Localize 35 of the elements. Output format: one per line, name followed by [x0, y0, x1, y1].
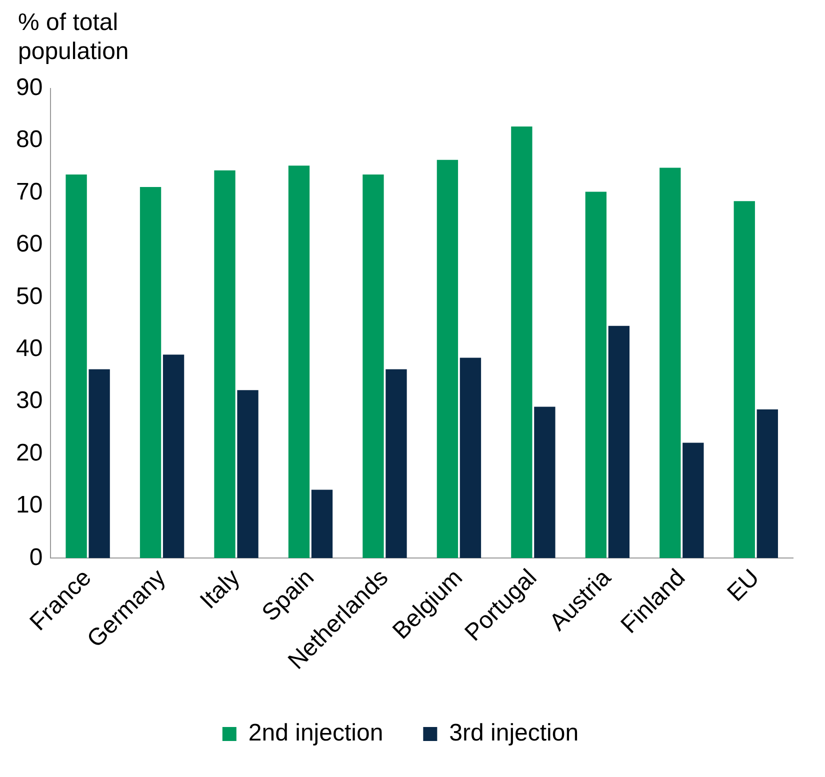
bar [311, 490, 333, 558]
bar [362, 174, 384, 558]
bar [511, 126, 532, 558]
bar [162, 354, 184, 558]
bar [585, 192, 607, 558]
bar [608, 326, 630, 558]
bar [237, 390, 258, 558]
y-axis-title: % of total population [18, 8, 130, 66]
y-tick-label: 40 [16, 334, 43, 362]
legend-label: 2nd injection [248, 720, 384, 747]
bar [734, 201, 755, 558]
x-tick-label: EU [722, 564, 765, 607]
y-tick-label: 0 [29, 544, 43, 571]
bar [214, 170, 236, 558]
x-tick-label: Italy [194, 564, 246, 614]
bar [66, 174, 87, 558]
y-tick-label: 20 [16, 439, 43, 466]
bar [140, 187, 162, 558]
bar [88, 369, 110, 558]
bar [756, 409, 778, 558]
bar [386, 369, 407, 558]
bar [534, 406, 556, 558]
bar [460, 358, 482, 558]
y-tick-label: 10 [16, 492, 43, 519]
y-tick-label: 80 [16, 126, 43, 154]
y-tick-label: 70 [16, 178, 43, 206]
bar [660, 168, 681, 558]
y-tick-label: 30 [16, 387, 43, 414]
bar [436, 160, 458, 558]
y-tick-label: 90 [16, 74, 43, 102]
y-tick-label: 60 [16, 230, 43, 258]
y-tick-label: 50 [16, 282, 43, 310]
bar [288, 166, 310, 558]
legend-label: 3rd injection [449, 720, 579, 747]
bar [682, 442, 704, 558]
